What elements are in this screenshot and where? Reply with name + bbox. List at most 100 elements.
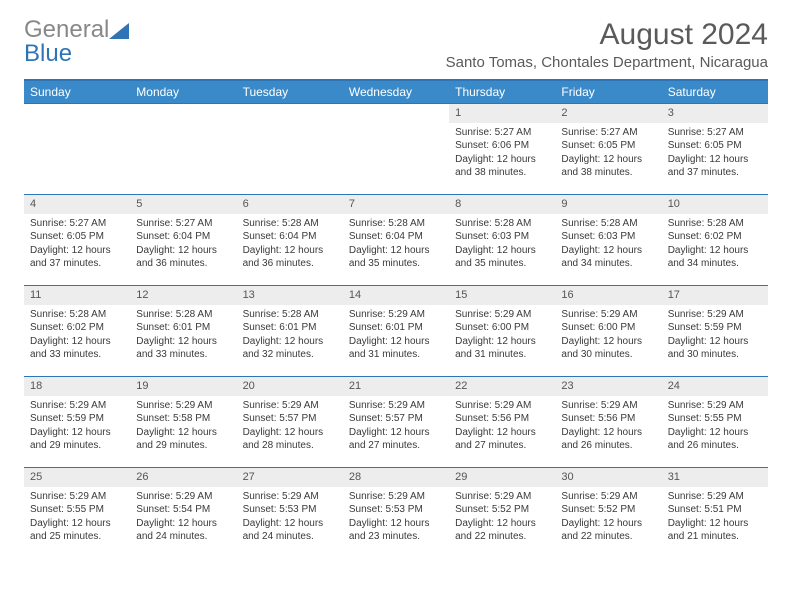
day-details: Sunrise: 5:28 AMSunset: 6:03 PMDaylight:… bbox=[555, 214, 661, 275]
sunrise-text: Sunrise: 5:28 AM bbox=[243, 308, 337, 322]
day-details: Sunrise: 5:28 AMSunset: 6:01 PMDaylight:… bbox=[237, 305, 343, 366]
day-details: Sunrise: 5:29 AMSunset: 5:59 PMDaylight:… bbox=[24, 396, 130, 457]
calendar-day-cell: 18Sunrise: 5:29 AMSunset: 5:59 PMDayligh… bbox=[24, 377, 130, 468]
calendar-day-cell: 1Sunrise: 5:27 AMSunset: 6:06 PMDaylight… bbox=[449, 104, 555, 195]
daylight-text: Daylight: 12 hours and 30 minutes. bbox=[561, 335, 655, 362]
calendar-week-row: 18Sunrise: 5:29 AMSunset: 5:59 PMDayligh… bbox=[24, 377, 768, 468]
daylight-text: Daylight: 12 hours and 28 minutes. bbox=[243, 426, 337, 453]
day-details: Sunrise: 5:27 AMSunset: 6:05 PMDaylight:… bbox=[24, 214, 130, 275]
day-number: 17 bbox=[662, 286, 768, 305]
sunset-text: Sunset: 5:55 PM bbox=[30, 503, 124, 517]
sunset-text: Sunset: 6:01 PM bbox=[136, 321, 230, 335]
day-number: 10 bbox=[662, 195, 768, 214]
sunrise-text: Sunrise: 5:29 AM bbox=[243, 490, 337, 504]
calendar-day-cell: 26Sunrise: 5:29 AMSunset: 5:54 PMDayligh… bbox=[130, 468, 236, 559]
sunrise-text: Sunrise: 5:29 AM bbox=[668, 490, 762, 504]
day-details: Sunrise: 5:29 AMSunset: 5:59 PMDaylight:… bbox=[662, 305, 768, 366]
calendar-day-cell bbox=[237, 104, 343, 195]
day-number: 31 bbox=[662, 468, 768, 487]
calendar-day-cell: 21Sunrise: 5:29 AMSunset: 5:57 PMDayligh… bbox=[343, 377, 449, 468]
daylight-text: Daylight: 12 hours and 29 minutes. bbox=[30, 426, 124, 453]
sunrise-text: Sunrise: 5:29 AM bbox=[455, 490, 549, 504]
sunset-text: Sunset: 5:57 PM bbox=[243, 412, 337, 426]
calendar-table: Sunday Monday Tuesday Wednesday Thursday… bbox=[24, 79, 768, 558]
daylight-text: Daylight: 12 hours and 31 minutes. bbox=[455, 335, 549, 362]
day-number: 20 bbox=[237, 377, 343, 396]
calendar-day-cell: 8Sunrise: 5:28 AMSunset: 6:03 PMDaylight… bbox=[449, 195, 555, 286]
sunrise-text: Sunrise: 5:29 AM bbox=[668, 399, 762, 413]
sunrise-text: Sunrise: 5:29 AM bbox=[136, 490, 230, 504]
sunrise-text: Sunrise: 5:28 AM bbox=[243, 217, 337, 231]
calendar-day-cell: 20Sunrise: 5:29 AMSunset: 5:57 PMDayligh… bbox=[237, 377, 343, 468]
sunset-text: Sunset: 6:04 PM bbox=[349, 230, 443, 244]
logo: GeneralBlue bbox=[24, 18, 129, 66]
sunrise-text: Sunrise: 5:29 AM bbox=[561, 399, 655, 413]
calendar-day-cell: 13Sunrise: 5:28 AMSunset: 6:01 PMDayligh… bbox=[237, 286, 343, 377]
daylight-text: Daylight: 12 hours and 33 minutes. bbox=[136, 335, 230, 362]
day-details: Sunrise: 5:28 AMSunset: 6:02 PMDaylight:… bbox=[662, 214, 768, 275]
sunrise-text: Sunrise: 5:28 AM bbox=[136, 308, 230, 322]
sunset-text: Sunset: 5:52 PM bbox=[455, 503, 549, 517]
sunrise-text: Sunrise: 5:27 AM bbox=[30, 217, 124, 231]
day-details: Sunrise: 5:28 AMSunset: 6:04 PMDaylight:… bbox=[237, 214, 343, 275]
sunset-text: Sunset: 6:04 PM bbox=[243, 230, 337, 244]
sunrise-text: Sunrise: 5:29 AM bbox=[561, 308, 655, 322]
calendar-day-cell: 29Sunrise: 5:29 AMSunset: 5:52 PMDayligh… bbox=[449, 468, 555, 559]
sunset-text: Sunset: 5:53 PM bbox=[349, 503, 443, 517]
sunset-text: Sunset: 6:01 PM bbox=[349, 321, 443, 335]
day-details: Sunrise: 5:29 AMSunset: 5:52 PMDaylight:… bbox=[555, 487, 661, 548]
calendar-day-cell: 11Sunrise: 5:28 AMSunset: 6:02 PMDayligh… bbox=[24, 286, 130, 377]
daylight-text: Daylight: 12 hours and 21 minutes. bbox=[668, 517, 762, 544]
calendar-day-cell: 15Sunrise: 5:29 AMSunset: 6:00 PMDayligh… bbox=[449, 286, 555, 377]
day-number: 29 bbox=[449, 468, 555, 487]
calendar-day-cell: 22Sunrise: 5:29 AMSunset: 5:56 PMDayligh… bbox=[449, 377, 555, 468]
sunset-text: Sunset: 6:05 PM bbox=[30, 230, 124, 244]
sunrise-text: Sunrise: 5:27 AM bbox=[668, 126, 762, 140]
day-details: Sunrise: 5:29 AMSunset: 6:01 PMDaylight:… bbox=[343, 305, 449, 366]
daylight-text: Daylight: 12 hours and 30 minutes. bbox=[668, 335, 762, 362]
calendar-day-cell bbox=[343, 104, 449, 195]
calendar-day-cell: 2Sunrise: 5:27 AMSunset: 6:05 PMDaylight… bbox=[555, 104, 661, 195]
day-number: 7 bbox=[343, 195, 449, 214]
calendar-day-cell: 12Sunrise: 5:28 AMSunset: 6:01 PMDayligh… bbox=[130, 286, 236, 377]
calendar-day-cell: 25Sunrise: 5:29 AMSunset: 5:55 PMDayligh… bbox=[24, 468, 130, 559]
day-number: 1 bbox=[449, 104, 555, 123]
sunset-text: Sunset: 6:00 PM bbox=[455, 321, 549, 335]
day-number: 9 bbox=[555, 195, 661, 214]
day-details: Sunrise: 5:28 AMSunset: 6:01 PMDaylight:… bbox=[130, 305, 236, 366]
sunset-text: Sunset: 5:52 PM bbox=[561, 503, 655, 517]
day-details: Sunrise: 5:28 AMSunset: 6:03 PMDaylight:… bbox=[449, 214, 555, 275]
day-number: 25 bbox=[24, 468, 130, 487]
sunrise-text: Sunrise: 5:29 AM bbox=[30, 399, 124, 413]
sunset-text: Sunset: 6:04 PM bbox=[136, 230, 230, 244]
day-details: Sunrise: 5:29 AMSunset: 6:00 PMDaylight:… bbox=[449, 305, 555, 366]
calendar-week-row: 4Sunrise: 5:27 AMSunset: 6:05 PMDaylight… bbox=[24, 195, 768, 286]
sunset-text: Sunset: 6:01 PM bbox=[243, 321, 337, 335]
daylight-text: Daylight: 12 hours and 35 minutes. bbox=[349, 244, 443, 271]
calendar-week-row: 11Sunrise: 5:28 AMSunset: 6:02 PMDayligh… bbox=[24, 286, 768, 377]
calendar-day-cell: 5Sunrise: 5:27 AMSunset: 6:04 PMDaylight… bbox=[130, 195, 236, 286]
sunset-text: Sunset: 6:02 PM bbox=[30, 321, 124, 335]
sunrise-text: Sunrise: 5:29 AM bbox=[668, 308, 762, 322]
calendar-day-cell: 24Sunrise: 5:29 AMSunset: 5:55 PMDayligh… bbox=[662, 377, 768, 468]
header: GeneralBlue August 2024 Santo Tomas, Cho… bbox=[24, 18, 768, 71]
sunset-text: Sunset: 6:03 PM bbox=[455, 230, 549, 244]
daylight-text: Daylight: 12 hours and 34 minutes. bbox=[668, 244, 762, 271]
day-details: Sunrise: 5:28 AMSunset: 6:02 PMDaylight:… bbox=[24, 305, 130, 366]
day-details: Sunrise: 5:27 AMSunset: 6:06 PMDaylight:… bbox=[449, 123, 555, 184]
day-details: Sunrise: 5:29 AMSunset: 5:53 PMDaylight:… bbox=[343, 487, 449, 548]
logo-part2: Blue bbox=[24, 40, 72, 67]
sunset-text: Sunset: 5:54 PM bbox=[136, 503, 230, 517]
day-number: 6 bbox=[237, 195, 343, 214]
day-details: Sunrise: 5:29 AMSunset: 5:52 PMDaylight:… bbox=[449, 487, 555, 548]
calendar-day-cell: 6Sunrise: 5:28 AMSunset: 6:04 PMDaylight… bbox=[237, 195, 343, 286]
day-details: Sunrise: 5:28 AMSunset: 6:04 PMDaylight:… bbox=[343, 214, 449, 275]
sunset-text: Sunset: 6:02 PM bbox=[668, 230, 762, 244]
day-number: 4 bbox=[24, 195, 130, 214]
sunset-text: Sunset: 5:51 PM bbox=[668, 503, 762, 517]
daylight-text: Daylight: 12 hours and 36 minutes. bbox=[243, 244, 337, 271]
day-details: Sunrise: 5:29 AMSunset: 5:53 PMDaylight:… bbox=[237, 487, 343, 548]
sunrise-text: Sunrise: 5:28 AM bbox=[349, 217, 443, 231]
calendar-day-cell: 27Sunrise: 5:29 AMSunset: 5:53 PMDayligh… bbox=[237, 468, 343, 559]
day-number: 8 bbox=[449, 195, 555, 214]
